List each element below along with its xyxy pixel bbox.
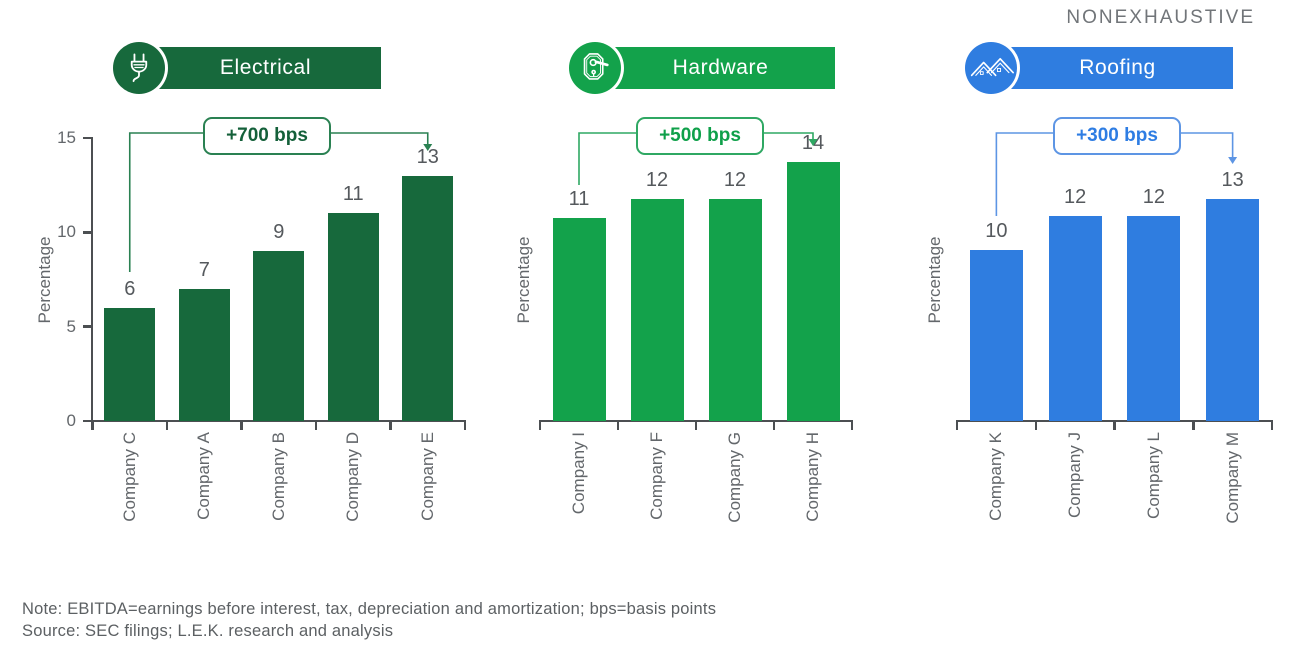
bar <box>786 162 840 421</box>
annotation-box: +700 bps <box>203 117 331 155</box>
y-tick-label: 10 <box>57 222 76 242</box>
bar-value-label: 12 <box>1064 185 1087 208</box>
x-tick-label: Company H <box>803 432 822 522</box>
x-tick-label: Company D <box>343 432 363 522</box>
x-tick-label: Company F <box>647 432 666 520</box>
banner-icon-circle <box>569 42 621 94</box>
bar <box>104 307 156 421</box>
y-tick-label: 5 <box>66 316 76 336</box>
y-axis-title: Percentage <box>35 236 54 324</box>
y-axis-title: Percentage <box>514 236 533 324</box>
bar <box>402 175 454 421</box>
bar-value-label: 10 <box>985 220 1008 242</box>
x-axis-tick <box>772 421 776 430</box>
x-tick-label: Company A <box>194 432 214 520</box>
banner-icon-circle <box>965 42 1017 94</box>
bar <box>630 199 684 421</box>
bar <box>253 251 305 421</box>
y-axis-title: Percentage <box>925 236 944 324</box>
y-axis-tick <box>83 136 91 140</box>
x-axis-line <box>91 419 466 423</box>
roof-icon <box>968 51 1014 85</box>
x-axis-tick <box>1270 421 1274 430</box>
bar-value-label: 12 <box>645 169 669 191</box>
bar <box>1206 198 1260 421</box>
source-line: Source: SEC filings; L.E.K. research and… <box>22 622 394 640</box>
x-tick-label: Company J <box>1065 432 1085 518</box>
bar-value-label: 12 <box>723 169 747 191</box>
section-title: Roofing <box>1079 56 1156 79</box>
bar-value-label: 11 <box>342 183 364 206</box>
x-tick-label: Company K <box>986 432 1006 521</box>
x-axis-tick <box>850 421 854 430</box>
x-axis-tick <box>538 421 542 430</box>
x-axis-tick <box>955 421 959 430</box>
y-axis-line <box>90 137 93 422</box>
x-axis-tick <box>1192 421 1195 430</box>
x-tick-label: Company E <box>417 432 437 521</box>
section-banner: Hardware <box>606 47 835 89</box>
bar <box>552 217 606 421</box>
note-line: Note: EBITDA=earnings before interest, t… <box>22 600 717 618</box>
x-axis-tick <box>616 421 620 430</box>
bar <box>1127 215 1181 421</box>
bar-value-label: 7 <box>198 258 210 281</box>
x-tick-label: Company G <box>725 432 744 523</box>
x-tick-label: Company L <box>1143 432 1163 519</box>
y-axis-tick <box>83 231 91 234</box>
bar <box>1048 215 1102 421</box>
bar-value-label: 12 <box>1142 185 1165 208</box>
y-axis-tick <box>83 325 91 328</box>
bar <box>178 288 230 421</box>
x-tick-label: Company C <box>119 432 139 522</box>
nonexhaustive-tag: NONEXHAUSTIVE <box>1066 7 1255 28</box>
x-axis-tick <box>1113 421 1116 430</box>
bar-value-label: 9 <box>273 221 285 244</box>
x-tick-label: Company M <box>1222 432 1242 524</box>
x-axis-tick <box>240 421 243 430</box>
section-banner: Electrical <box>150 47 381 89</box>
bar <box>327 213 379 421</box>
y-axis-tick <box>83 419 91 423</box>
y-tick-label: 15 <box>57 128 76 147</box>
annotation-box: +300 bps <box>1053 117 1181 155</box>
banner-icon-circle <box>113 42 165 94</box>
section-banner: Roofing <box>1002 47 1233 89</box>
annotation-box: +500 bps <box>636 117 764 155</box>
x-axis-tick <box>463 421 467 430</box>
x-axis-tick <box>91 421 94 430</box>
x-axis-tick <box>389 421 392 430</box>
bar-value-label: 6 <box>124 277 136 300</box>
bar-value-label: 13 <box>1221 168 1244 191</box>
section-title: Electrical <box>219 56 312 79</box>
bar-value-label: 13 <box>416 145 439 168</box>
x-axis-tick <box>694 421 698 430</box>
x-axis-tick <box>1034 421 1037 430</box>
bar-value-label: 14 <box>801 132 825 154</box>
x-tick-label: Company I <box>569 432 588 515</box>
x-tick-label: Company B <box>268 432 288 521</box>
bracket-arrowhead <box>1228 157 1238 164</box>
door-handle-icon <box>575 48 615 88</box>
bar <box>969 250 1023 421</box>
x-axis-tick <box>314 421 318 430</box>
y-tick-label: 0 <box>66 411 76 430</box>
bar-value-label: 11 <box>568 187 590 210</box>
section-title: Hardware <box>672 56 769 79</box>
plug-icon <box>119 48 159 88</box>
bar <box>708 199 762 421</box>
x-axis-tick <box>165 421 169 430</box>
